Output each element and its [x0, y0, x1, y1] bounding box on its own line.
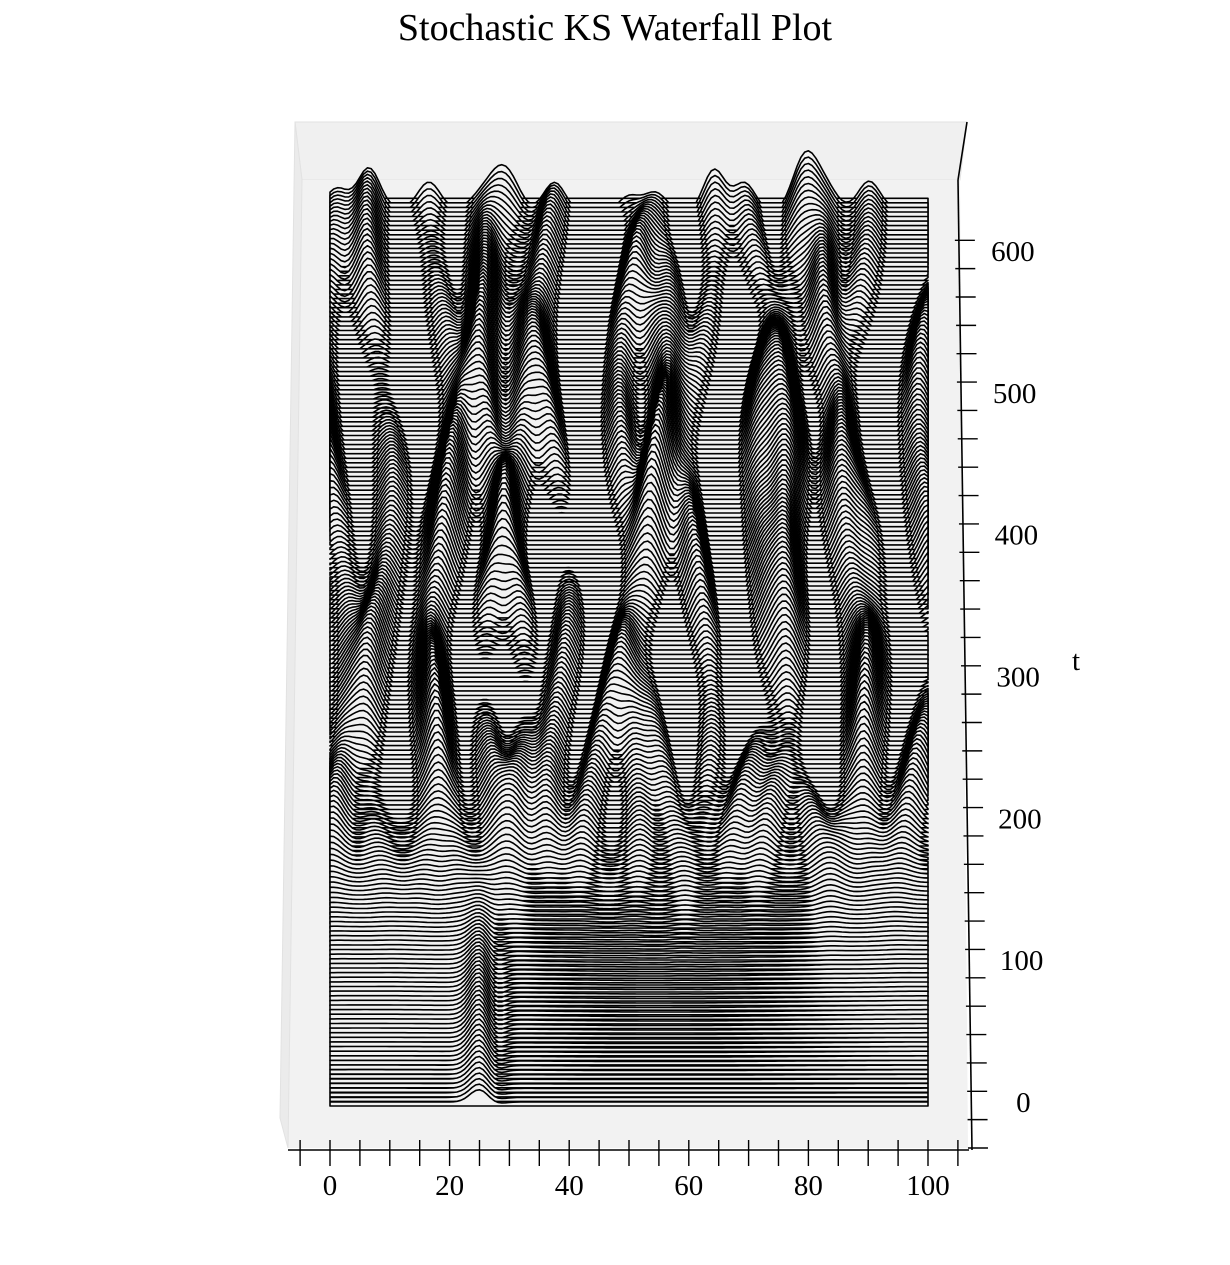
t-tick-label: 400	[995, 520, 1039, 552]
back-pane	[294, 121, 968, 181]
chart-title: Stochastic KS Waterfall Plot	[397, 7, 833, 49]
t-axis: 0 100 200 300 400 500 600 t	[954, 121, 1080, 1151]
waterfall-trace	[329, 806, 929, 843]
t-tick-label: 0	[1016, 1087, 1031, 1119]
t-tick-label: 600	[991, 236, 1035, 268]
waterfall-trace	[329, 833, 929, 859]
waterfall-lines	[329, 150, 929, 1107]
x-tick-label: 100	[906, 1170, 950, 1202]
t-tick-label: 100	[1000, 945, 1044, 977]
waterfall-trace	[329, 819, 929, 851]
waterfall-trace	[329, 191, 929, 247]
side-pane	[279, 121, 303, 1149]
waterfall-trace	[329, 846, 929, 868]
waterfall-trace	[329, 182, 929, 237]
waterfall-trace	[329, 826, 929, 855]
x-tick-label: 20	[435, 1170, 464, 1202]
waterfall-trace	[329, 840, 929, 863]
x-axis: 0 20 40 60 80 100	[288, 1140, 969, 1202]
t-tick-label: 500	[993, 378, 1037, 410]
x-tick-label: 80	[794, 1170, 823, 1202]
x-tick-label: 60	[674, 1170, 703, 1202]
t-axis-label: t	[1072, 645, 1080, 677]
waterfall-trace	[329, 176, 929, 233]
waterfall-trace	[329, 813, 929, 847]
t-axis-line	[957, 179, 973, 1151]
waterfall-trace	[329, 800, 929, 839]
waterfall-trace	[329, 162, 929, 224]
x-tick-label: 0	[323, 1170, 338, 1202]
waterfall-trace	[329, 1089, 929, 1107]
t-tick-label: 200	[998, 803, 1042, 835]
waterfall-trace	[329, 169, 929, 228]
waterfall-trace	[329, 187, 929, 242]
t-tick-label: 300	[996, 662, 1040, 694]
x-tick-label: 40	[555, 1170, 584, 1202]
t-axis-top-edge	[957, 121, 968, 181]
